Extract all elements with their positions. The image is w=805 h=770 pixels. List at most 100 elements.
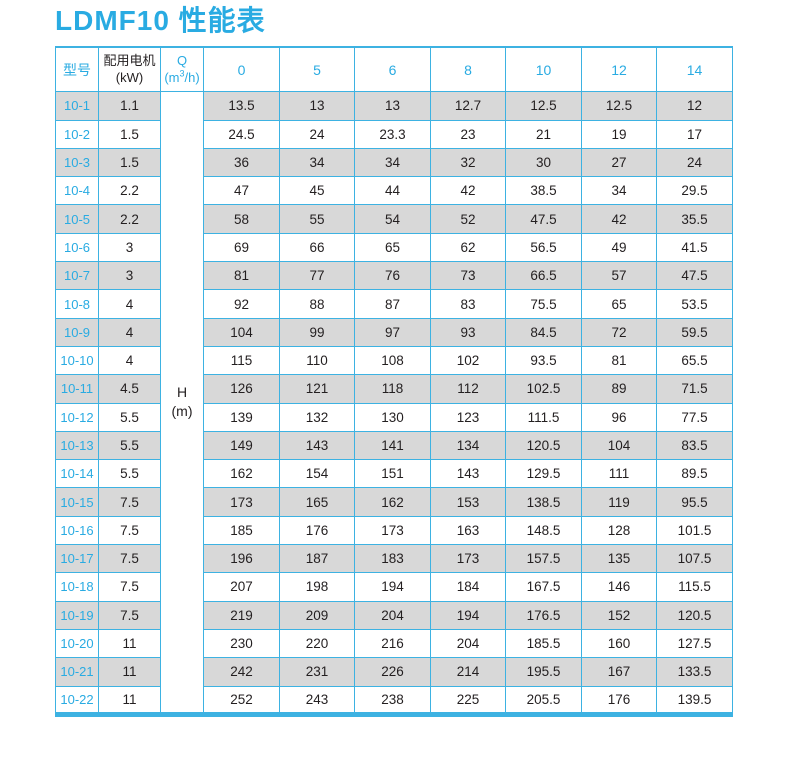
model-cell: 10-7	[55, 261, 99, 291]
model-cell: 10-5	[55, 204, 99, 234]
page-title: LDMF10 性能表	[55, 5, 266, 36]
value-cell: 187	[279, 544, 355, 574]
value-cell: 81	[203, 261, 280, 291]
motor-cell: 11	[98, 685, 161, 715]
table-row: 10-2 1.5 24.5 24 23.3 23 21 19 17	[55, 119, 733, 149]
value-cell: 45	[279, 176, 355, 206]
motor-cell: 3	[98, 261, 161, 291]
motor-cell: 1.5	[98, 119, 161, 149]
motor-cell: 1.5	[98, 147, 161, 178]
value-cell: 149	[203, 430, 280, 461]
h-label-line2: (m)	[171, 403, 193, 420]
value-cell: 152	[581, 600, 657, 630]
value-cell: 84.5	[505, 317, 582, 347]
col-header-flow: 6	[354, 46, 431, 93]
value-cell: 123	[430, 402, 506, 432]
value-cell: 130	[354, 402, 431, 432]
table-body: 10-1 1.1 H (m) 13.5 13 13 12.7 12.5 12.5 12 10-2 1.5…	[55, 91, 733, 715]
value-cell: 111.5	[505, 402, 582, 432]
value-cell: 133.5	[656, 657, 733, 687]
model-cell: 10-19	[55, 600, 99, 630]
value-cell: 12.5	[505, 91, 582, 121]
model-cell: 10-17	[55, 544, 99, 574]
q-label: Q	[176, 52, 188, 68]
value-cell: 24.5	[203, 119, 280, 149]
value-cell: 163	[430, 515, 506, 546]
model-cell: 10-15	[55, 487, 99, 517]
col-header-flow: 0	[203, 46, 280, 93]
motor-cell: 4	[98, 317, 161, 347]
value-cell: 238	[354, 685, 431, 715]
value-cell: 115	[203, 345, 280, 376]
value-cell: 101.5	[656, 515, 733, 546]
table-row: 10-20 11 230 220 216 204 185.5 160 127.5	[55, 628, 733, 659]
value-cell: 204	[354, 600, 431, 630]
value-cell: 162	[354, 487, 431, 517]
value-cell: 138.5	[505, 487, 582, 517]
value-cell: 153	[430, 487, 506, 517]
value-cell: 226	[354, 657, 431, 687]
value-cell: 23	[430, 119, 506, 149]
value-cell: 12.7	[430, 91, 506, 121]
value-cell: 57	[581, 261, 657, 291]
value-cell: 230	[203, 628, 280, 659]
table-row: 10-1 1.1 H (m) 13.5 13 13 12.7 12.5 12.5 12	[55, 91, 733, 715]
table-row: 10-8 4 92 88 87 83 75.5 65 53.5	[55, 289, 733, 319]
value-cell: 65	[581, 289, 657, 319]
value-cell: 23.3	[354, 119, 431, 149]
model-cell: 10-1	[55, 91, 99, 121]
col-header-motor: 配用电机 (kW)	[98, 46, 161, 93]
value-cell: 12	[656, 91, 733, 121]
model-cell: 10-11	[55, 374, 99, 404]
q-unit: (m3/h)	[164, 68, 200, 86]
value-cell: 81	[581, 345, 657, 376]
value-cell: 214	[430, 657, 506, 687]
value-cell: 112	[430, 374, 506, 404]
value-cell: 58	[203, 204, 280, 234]
value-cell: 56.5	[505, 232, 582, 263]
model-cell: 10-12	[55, 402, 99, 432]
motor-cell: 3	[98, 232, 161, 263]
value-cell: 139.5	[656, 685, 733, 715]
value-cell: 173	[430, 544, 506, 574]
value-cell: 135	[581, 544, 657, 574]
value-cell: 143	[279, 430, 355, 461]
table-row: 10-6 3 69 66 65 62 56.5 49 41.5	[55, 232, 733, 263]
value-cell: 89.5	[656, 459, 733, 489]
motor-label-line2: (kW)	[115, 69, 144, 85]
head-unit-cell: H (m)	[160, 91, 204, 715]
value-cell: 194	[430, 600, 506, 630]
value-cell: 204	[430, 628, 506, 659]
value-cell: 121	[279, 374, 355, 404]
value-cell: 198	[279, 572, 355, 602]
value-cell: 176	[279, 515, 355, 546]
value-cell: 127.5	[656, 628, 733, 659]
model-cell: 10-18	[55, 572, 99, 602]
model-cell: 10-3	[55, 147, 99, 178]
value-cell: 160	[581, 628, 657, 659]
value-cell: 42	[430, 176, 506, 206]
value-cell: 55	[279, 204, 355, 234]
value-cell: 185.5	[505, 628, 582, 659]
value-cell: 52	[430, 204, 506, 234]
value-cell: 143	[430, 459, 506, 489]
value-cell: 38.5	[505, 176, 582, 206]
value-cell: 167	[581, 657, 657, 687]
value-cell: 89	[581, 374, 657, 404]
motor-cell: 2.2	[98, 176, 161, 206]
header-row: 型号 配用电机 (kW) Q (m3/h) 0 5 6 8 10 12 14	[55, 46, 733, 93]
table-row: 10-4 2.2 47 45 44 42 38.5 34 29.5	[55, 176, 733, 206]
value-cell: 69	[203, 232, 280, 263]
value-cell: 24	[279, 119, 355, 149]
value-cell: 72	[581, 317, 657, 347]
value-cell: 96	[581, 402, 657, 432]
table-row: 10-22 11 252 243 238 225 205.5 176 139.5	[55, 685, 733, 715]
value-cell: 120.5	[505, 430, 582, 461]
motor-cell: 4	[98, 289, 161, 319]
value-cell: 13	[354, 91, 431, 121]
table-row: 10-17 7.5 196 187 183 173 157.5 135 107.5	[55, 544, 733, 574]
table-row: 10-14 5.5 162 154 151 143 129.5 111 89.5	[55, 459, 733, 489]
value-cell: 205.5	[505, 685, 582, 715]
motor-label-line1: 配用电机	[103, 53, 156, 69]
value-cell: 154	[279, 459, 355, 489]
